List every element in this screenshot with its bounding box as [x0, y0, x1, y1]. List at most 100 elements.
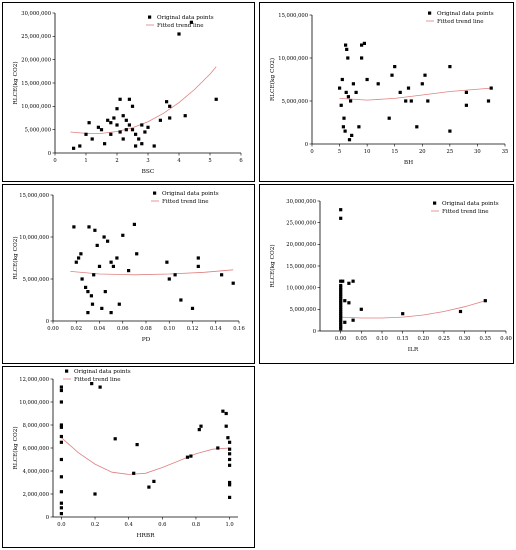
x-axis-title: ILR — [408, 347, 419, 353]
x-tick-label: 4 — [177, 158, 181, 164]
data-point — [121, 233, 125, 237]
y-axis-title: RLCE(kg CO2) — [269, 58, 276, 101]
y-axis-title: RLCE(kg CO2) — [269, 244, 276, 287]
data-point — [347, 281, 351, 285]
data-point — [95, 243, 99, 247]
data-point — [74, 260, 78, 264]
x-axis-title: PD — [142, 337, 151, 343]
data-point — [228, 495, 232, 499]
y-tick-label: 2,000,000 — [23, 492, 49, 498]
data-point — [132, 471, 136, 475]
data-point — [339, 299, 343, 303]
data-point — [393, 65, 397, 69]
x-tick-label: 0.16 — [233, 326, 245, 332]
y-tick-label: 5,000,000 — [282, 99, 308, 105]
fitted-trend-line — [340, 300, 486, 319]
x-tick-label: 0.05 — [356, 336, 368, 342]
data-point — [106, 118, 110, 122]
x-tick-label: 6 — [239, 158, 242, 164]
x-tick-label: 3 — [146, 158, 149, 164]
data-point — [109, 121, 113, 125]
y-axis-title: RLCE(kg CO2) — [12, 426, 19, 469]
data-point — [158, 118, 162, 122]
data-point — [87, 225, 91, 229]
data-point — [339, 320, 343, 324]
data-point — [112, 116, 116, 120]
data-point — [226, 436, 230, 440]
data-point — [165, 260, 169, 264]
data-point — [168, 116, 172, 120]
data-point — [132, 222, 136, 226]
data-point — [113, 437, 117, 441]
data-point — [339, 292, 343, 296]
x-tick-label: 0 — [53, 158, 56, 164]
data-point — [359, 307, 363, 311]
chart-panel-hrbr: 0.0 0.2 0.4 0.6 0.8 1.0 0 2,000,000 4,000,000 6,0… — [2, 366, 255, 548]
data-point — [401, 312, 405, 316]
x-tick-label: 0.00 — [47, 326, 59, 332]
chart-panel-ilr: 0.00 0.05 0.10 0.15 0.20 0.25 0.30 0.35 0.40 0 5,0… — [259, 184, 514, 364]
legend-marker-points — [65, 369, 69, 373]
data-point — [228, 440, 232, 444]
data-point — [152, 144, 156, 148]
data-point — [420, 82, 424, 86]
data-point — [362, 41, 366, 45]
data-point — [339, 312, 343, 316]
data-point — [86, 290, 90, 294]
y-tick-label: 15,000,000 — [286, 264, 316, 270]
data-point — [167, 277, 171, 281]
data-point — [130, 104, 135, 108]
chart-bh: 0 5 10 15 20 25 30 35 0 5,000,000 10,000,000 15,000… — [269, 11, 508, 166]
data-point — [111, 264, 115, 268]
data-point — [109, 260, 113, 264]
data-point — [339, 296, 343, 301]
y-tick-label: 30,000,000 — [286, 199, 316, 205]
y-tick-label: 12,000,000 — [19, 377, 49, 383]
chart-bsc: 0 1 2 3 4 5 6 0 5,000,000 10,000,000 15,000,000 20,… — [12, 11, 243, 175]
data-point — [489, 86, 493, 90]
data-point — [360, 43, 364, 47]
data-point — [59, 425, 63, 429]
data-point — [183, 114, 187, 118]
data-point — [224, 411, 228, 416]
chart-panel-pd: 0.00 0.02 0.04 0.06 0.08 0.10 0.12 0.14 0.16 0 5,0… — [2, 184, 255, 364]
data-point — [185, 455, 190, 459]
data-point — [59, 475, 63, 479]
x-tick-label: 0.2 — [91, 522, 99, 528]
data-point — [339, 318, 343, 322]
data-point — [220, 273, 224, 277]
data-point — [102, 235, 106, 239]
data-point — [197, 428, 201, 432]
data-point — [351, 82, 355, 86]
data-point — [59, 423, 63, 427]
y-tick-label: 5,000,000 — [23, 277, 49, 283]
chart-ilr: 0.00 0.05 0.10 0.15 0.20 0.25 0.30 0.35 0.40 0 5,0… — [269, 199, 512, 353]
data-point — [216, 446, 220, 450]
data-point — [339, 303, 343, 307]
data-point — [338, 86, 342, 90]
data-point — [127, 269, 131, 273]
data-point — [339, 216, 343, 220]
data-point — [339, 316, 343, 320]
y-tick-label: 0 — [305, 142, 308, 148]
data-point — [59, 490, 63, 494]
legend-label-points: Original data points — [437, 11, 494, 17]
data-point — [339, 327, 343, 331]
data-point — [173, 273, 177, 277]
data-point — [103, 290, 107, 294]
data-point — [124, 118, 128, 122]
data-point — [339, 305, 343, 309]
data-point — [347, 138, 352, 142]
data-point — [339, 283, 343, 288]
chart-panel-bh: 0 5 10 15 20 25 30 35 0 5,000,000 10,000,000 15,000… — [259, 2, 514, 182]
data-point — [177, 32, 181, 36]
legend-label-trend: Fitted trend line — [442, 209, 489, 215]
data-point — [93, 228, 97, 232]
x-tick-label: 0.15 — [397, 336, 409, 342]
data-point — [341, 279, 345, 283]
y-tick-label: 15,000,000 — [21, 81, 51, 87]
data-point — [458, 309, 463, 314]
data-point — [350, 133, 354, 137]
data-point — [59, 512, 63, 516]
data-point — [124, 128, 128, 132]
